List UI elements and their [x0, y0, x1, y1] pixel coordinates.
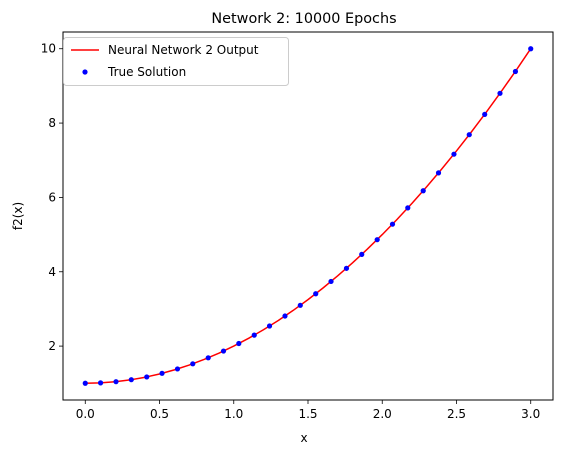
true-solution-point: [435, 170, 442, 176]
true-solution-point: [374, 237, 380, 243]
x-tick-label: 1.5: [298, 407, 317, 421]
true-solution-point: [159, 370, 165, 376]
true-solution-point: [389, 221, 396, 227]
true-solution-point: [97, 380, 104, 386]
y-axis-label: f2(x): [11, 202, 25, 230]
true-solution-point: [251, 332, 257, 338]
y-tick-label: 6: [48, 190, 56, 204]
legend: Neural Network 2 Output True Solution: [63, 37, 289, 86]
true-solution-point: [528, 46, 534, 52]
true-solution-point: [113, 379, 119, 385]
true-solution-point: [451, 151, 457, 157]
x-tick-label: 1.0: [224, 407, 243, 421]
x-tick-label: 0.0: [76, 407, 95, 421]
x-axis-label: x: [300, 431, 307, 445]
y-axis: 2 4 6 8 10: [41, 42, 63, 353]
y-tick-label: 10: [41, 42, 56, 56]
true-solution-point: [82, 380, 88, 386]
legend-label-network-output: Neural Network 2 Output: [108, 43, 259, 57]
x-axis: 0.0 0.5 1.0 1.5 2.0 2.5 3.0: [76, 400, 540, 421]
true-solution-point: [482, 111, 488, 118]
true-solution-point: [497, 90, 503, 96]
y-tick-label: 2: [48, 339, 56, 353]
legend-box: [63, 37, 289, 86]
true-solution-point: [343, 265, 350, 271]
true-solution-point: [236, 340, 242, 347]
y-tick-label: 4: [48, 265, 56, 279]
true-solution-point: [220, 348, 227, 354]
true-solution-point: [359, 251, 365, 257]
true-solution-point: [313, 291, 319, 297]
x-tick-label: 2.5: [447, 407, 466, 421]
x-tick-label: 2.0: [373, 407, 392, 421]
true-solution-point: [420, 188, 426, 194]
x-tick-label: 0.5: [150, 407, 169, 421]
legend-marker-sample: [82, 69, 88, 75]
true-solution-point: [466, 132, 472, 138]
true-solution-point: [190, 361, 196, 367]
true-solution-point: [328, 278, 334, 285]
legend-label-true-solution: True Solution: [107, 65, 186, 79]
true-solution-point: [174, 366, 181, 372]
y-tick-label: 8: [48, 116, 56, 130]
true-solution-point: [512, 68, 519, 75]
plot-area: [82, 46, 534, 386]
x-tick-label: 3.0: [521, 407, 540, 421]
true-solution-point: [205, 355, 211, 361]
series-line-network-output: [84, 47, 532, 385]
true-solution-point: [297, 302, 303, 308]
true-solution-point: [282, 313, 288, 319]
true-solution-point: [266, 323, 273, 329]
chart-title: Network 2: 10000 Epochs: [211, 11, 396, 27]
true-solution-point: [144, 374, 150, 380]
true-solution-point: [405, 205, 411, 211]
true-solution-point: [128, 377, 134, 383]
